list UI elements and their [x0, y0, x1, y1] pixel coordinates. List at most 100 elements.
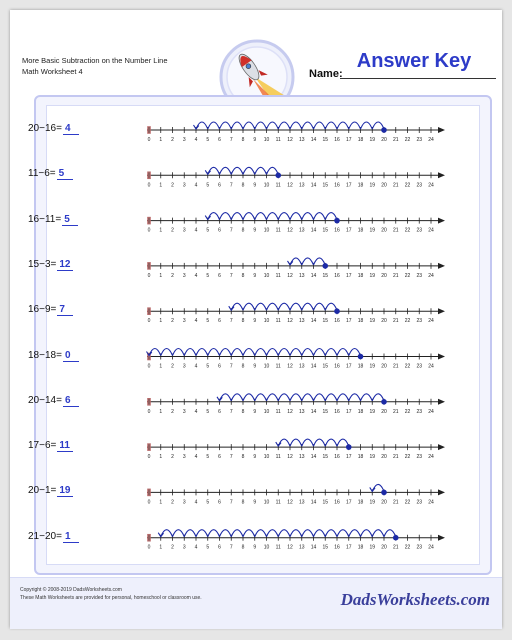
tick-label: 14 [311, 364, 317, 370]
hop-arc [312, 121, 326, 130]
tick-label: 21 [393, 545, 399, 551]
tick-label: 21 [393, 318, 399, 324]
tick-label: 18 [358, 273, 364, 279]
tick-label: 11 [276, 273, 281, 279]
tick-label: 17 [346, 318, 352, 324]
tick-label: 22 [405, 454, 411, 460]
tick-label: 9 [253, 182, 256, 188]
tick-label: 15 [322, 409, 328, 415]
hop-arc [312, 438, 326, 447]
tick-label: 12 [287, 228, 293, 234]
tick-label: 5 [206, 454, 209, 460]
tick-label: 21 [393, 137, 399, 143]
hop-arc [289, 393, 303, 402]
problem-row: 18−18= 0 [28, 350, 118, 362]
answer-field[interactable]: 6 [62, 395, 79, 407]
tick-label: 18 [358, 364, 364, 370]
answer-field[interactable]: 7 [57, 304, 74, 317]
hop-arc [207, 347, 221, 356]
tick-label: 11 [276, 228, 281, 234]
hop-arc [289, 529, 303, 537]
tick-label: 7 [230, 364, 233, 370]
tick-label: 19 [369, 318, 375, 324]
arrow-right-icon [438, 217, 445, 224]
problems-panel [34, 95, 492, 575]
name-field-line [340, 78, 496, 79]
hop-arc [230, 212, 244, 220]
hop-arc [218, 166, 232, 175]
problem-row: 21−20= 1 [28, 531, 118, 543]
hop-arc [324, 121, 338, 130]
hop-arc [277, 438, 291, 447]
tick-label: 24 [428, 318, 434, 324]
tick-label: 13 [299, 137, 305, 143]
tick-label: 16 [334, 364, 340, 370]
hop-arc [289, 121, 303, 130]
tick-label: 19 [369, 545, 375, 551]
tick-label: 17 [346, 137, 352, 143]
answer-field[interactable]: 12 [57, 259, 74, 271]
copyright-text: Copyright © 2008-2019 DadsWorksheets.com [20, 587, 122, 593]
answer-field[interactable]: 5 [56, 168, 73, 181]
hop-arc [242, 121, 256, 130]
tick-label: 23 [416, 182, 422, 188]
number-line: 0 1 2 3 4 5 6 7 8 9 10 11 12 13 14 15 16 17 18 19 20 21 22 23 24 [147, 393, 445, 415]
tick-label: 3 [183, 273, 186, 279]
worksheet-subtitle: Math Worksheet 4 [22, 67, 83, 76]
tick-label: 23 [416, 228, 422, 234]
answer-field[interactable]: 0 [62, 350, 79, 362]
problem-row: 20−1= 19 [28, 485, 118, 498]
tick-label: 17 [346, 409, 352, 415]
answer-field[interactable]: 5 [62, 214, 79, 226]
tick-label: 12 [287, 273, 293, 279]
tick-label: 7 [230, 228, 233, 234]
tick-label: 1 [159, 364, 162, 370]
hop-arc [336, 121, 350, 130]
tick-label: 22 [405, 273, 411, 279]
hop-arc [230, 121, 244, 130]
tick-label: 12 [287, 454, 293, 460]
hop-arc [218, 212, 232, 220]
tick-label: 18 [358, 182, 364, 188]
start-point [322, 263, 329, 269]
tick-label: 17 [346, 545, 352, 551]
tick-label: 16 [334, 499, 340, 505]
number-lines: 0 1 2 3 4 5 6 7 8 9 10 11 12 13 14 15 16 17 18 19 20 21 22 23 24… [146, 121, 445, 551]
hop-arc [265, 302, 279, 311]
hop-arc [230, 302, 244, 311]
tick-label: 5 [206, 545, 209, 551]
tick-label: 20 [381, 273, 387, 279]
answer-field[interactable]: 19 [57, 485, 74, 498]
tick-label: 9 [253, 137, 256, 143]
tick-label: 6 [218, 182, 221, 188]
tick-label: 12 [287, 545, 293, 551]
answer-field[interactable]: 1 [62, 531, 79, 543]
hop-arc [242, 347, 256, 356]
answer-field[interactable]: 4 [62, 123, 79, 135]
tick-label: 0 [148, 228, 151, 234]
footer: Copyright © 2008-2019 DadsWorksheets.com… [10, 577, 502, 629]
hop-arc [160, 347, 174, 356]
hop-arc [312, 257, 326, 266]
tick-label: 18 [358, 545, 364, 551]
answer-field[interactable]: 11 [57, 440, 74, 453]
tick-label: 20 [381, 454, 387, 460]
hop-arc [324, 347, 338, 356]
tick-label: 8 [242, 137, 245, 143]
hop-arc [254, 347, 268, 356]
tick-label: 21 [393, 228, 399, 234]
tick-label: 4 [195, 228, 198, 234]
tick-label: 15 [322, 182, 328, 188]
hop-arc [218, 393, 232, 402]
tick-label: 7 [230, 454, 233, 460]
hop-arc [324, 529, 338, 537]
tick-label: 10 [264, 364, 270, 370]
hop-arc [254, 212, 268, 220]
arrowhead-icon [204, 215, 211, 221]
hop-arc [277, 529, 291, 537]
tick-label: 3 [183, 137, 186, 143]
start-point [381, 127, 387, 133]
arrow-right-icon [438, 172, 445, 179]
hop-arc [312, 393, 326, 402]
hop-arc [207, 529, 221, 537]
